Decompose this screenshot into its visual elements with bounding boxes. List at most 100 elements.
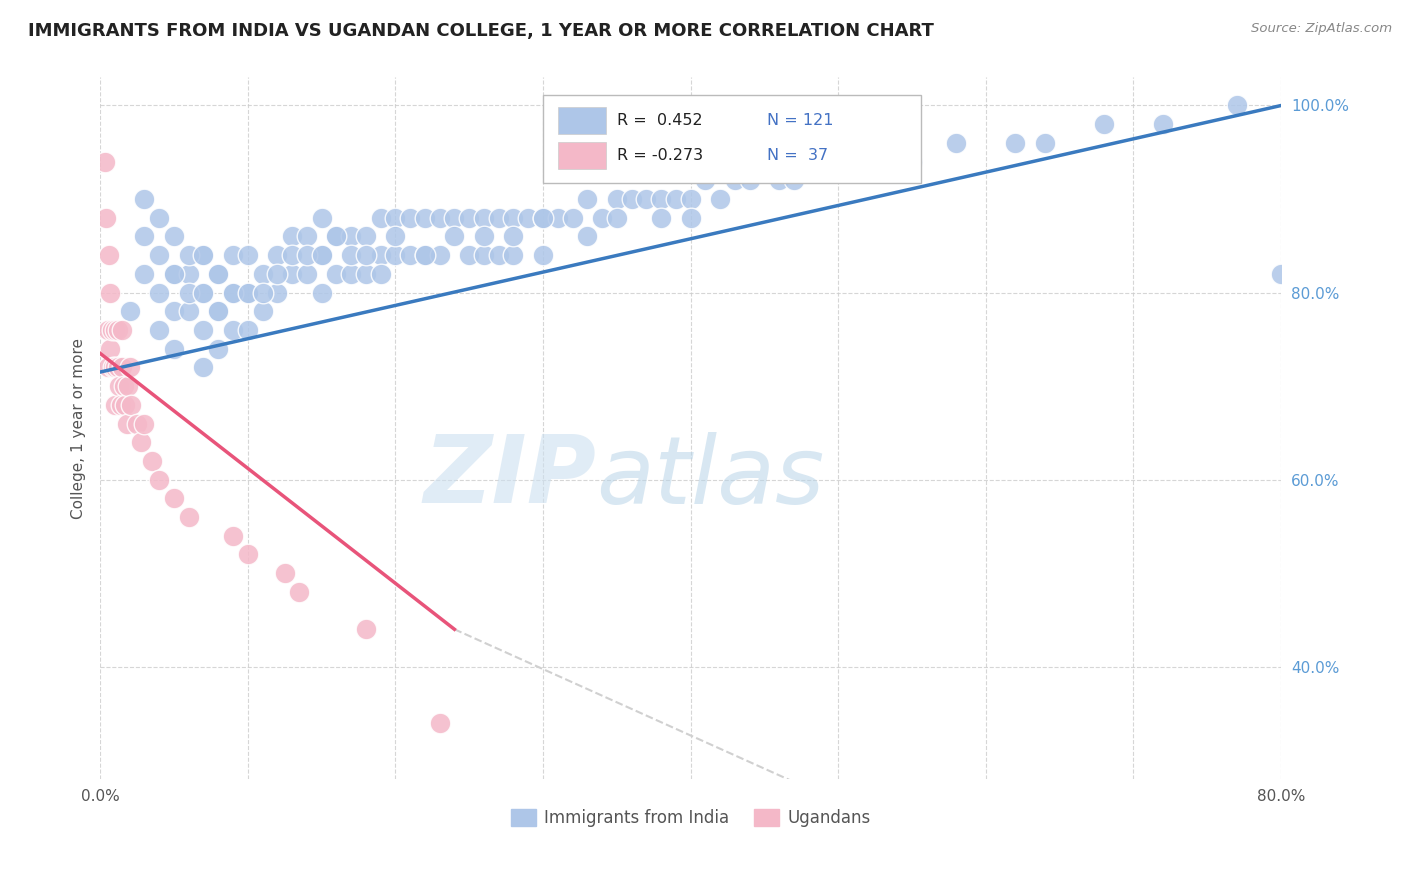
- Point: [399, 211, 422, 225]
- Point: [443, 211, 465, 225]
- Text: R = -0.273: R = -0.273: [617, 148, 703, 163]
- Point: [193, 285, 215, 300]
- Point: [340, 229, 363, 244]
- Point: [370, 267, 392, 281]
- Point: [207, 304, 229, 318]
- Point: [429, 211, 451, 225]
- Point: [118, 360, 141, 375]
- Text: ZIP: ZIP: [423, 432, 596, 524]
- Point: [945, 136, 967, 150]
- Point: [679, 192, 702, 206]
- Point: [1004, 136, 1026, 150]
- Point: [222, 285, 245, 300]
- Point: [104, 398, 127, 412]
- Point: [695, 173, 717, 187]
- Point: [665, 192, 688, 206]
- Point: [370, 248, 392, 262]
- Point: [502, 211, 524, 225]
- Point: [134, 267, 156, 281]
- Point: [288, 585, 311, 599]
- Point: [458, 211, 481, 225]
- Point: [325, 229, 347, 244]
- Point: [636, 192, 658, 206]
- Point: [311, 285, 333, 300]
- Point: [236, 548, 259, 562]
- Point: [561, 211, 583, 225]
- Point: [163, 267, 186, 281]
- Bar: [558, 142, 606, 169]
- Point: [163, 267, 186, 281]
- Legend: Immigrants from India, Ugandans: Immigrants from India, Ugandans: [503, 802, 877, 834]
- Point: [340, 248, 363, 262]
- Point: [222, 323, 245, 337]
- Point: [295, 248, 318, 262]
- Point: [177, 285, 200, 300]
- Point: [591, 211, 613, 225]
- Point: [207, 267, 229, 281]
- Point: [354, 622, 377, 636]
- Point: [472, 229, 495, 244]
- Point: [443, 229, 465, 244]
- Point: [606, 192, 628, 206]
- Point: [177, 267, 200, 281]
- Text: N = 121: N = 121: [768, 112, 834, 128]
- Point: [399, 248, 422, 262]
- Point: [193, 248, 215, 262]
- Point: [384, 211, 406, 225]
- Point: [118, 304, 141, 318]
- Point: [354, 267, 377, 281]
- Point: [148, 248, 170, 262]
- Point: [281, 267, 304, 281]
- Point: [724, 173, 747, 187]
- Point: [311, 211, 333, 225]
- Point: [354, 248, 377, 262]
- Point: [340, 267, 363, 281]
- Point: [148, 211, 170, 225]
- Point: [1152, 117, 1174, 131]
- Point: [502, 229, 524, 244]
- Point: [134, 417, 156, 431]
- Point: [193, 360, 215, 375]
- Point: [103, 360, 125, 375]
- Point: [148, 323, 170, 337]
- Point: [222, 285, 245, 300]
- Point: [295, 267, 318, 281]
- Point: [177, 510, 200, 524]
- Point: [104, 323, 127, 337]
- Point: [472, 211, 495, 225]
- Point: [311, 248, 333, 262]
- Point: [222, 529, 245, 543]
- Point: [148, 285, 170, 300]
- Point: [295, 229, 318, 244]
- Point: [472, 248, 495, 262]
- Point: [252, 285, 274, 300]
- Point: [134, 192, 156, 206]
- Point: [709, 192, 731, 206]
- Text: atlas: atlas: [596, 432, 824, 523]
- Point: [112, 379, 135, 393]
- Point: [107, 360, 129, 375]
- Point: [502, 248, 524, 262]
- Point: [311, 248, 333, 262]
- Point: [236, 323, 259, 337]
- Point: [547, 211, 569, 225]
- Text: Source: ZipAtlas.com: Source: ZipAtlas.com: [1251, 22, 1392, 36]
- Text: R =  0.452: R = 0.452: [617, 112, 703, 128]
- Point: [94, 211, 117, 225]
- Point: [115, 417, 138, 431]
- Point: [768, 173, 790, 187]
- Point: [252, 304, 274, 318]
- Point: [901, 154, 924, 169]
- Point: [620, 192, 643, 206]
- Point: [266, 267, 288, 281]
- Point: [827, 154, 849, 169]
- Point: [114, 398, 136, 412]
- Point: [108, 379, 131, 393]
- Point: [488, 248, 510, 262]
- Point: [163, 229, 186, 244]
- Point: [429, 248, 451, 262]
- Point: [1270, 267, 1292, 281]
- Point: [163, 304, 186, 318]
- Point: [273, 566, 295, 581]
- Bar: [558, 107, 606, 134]
